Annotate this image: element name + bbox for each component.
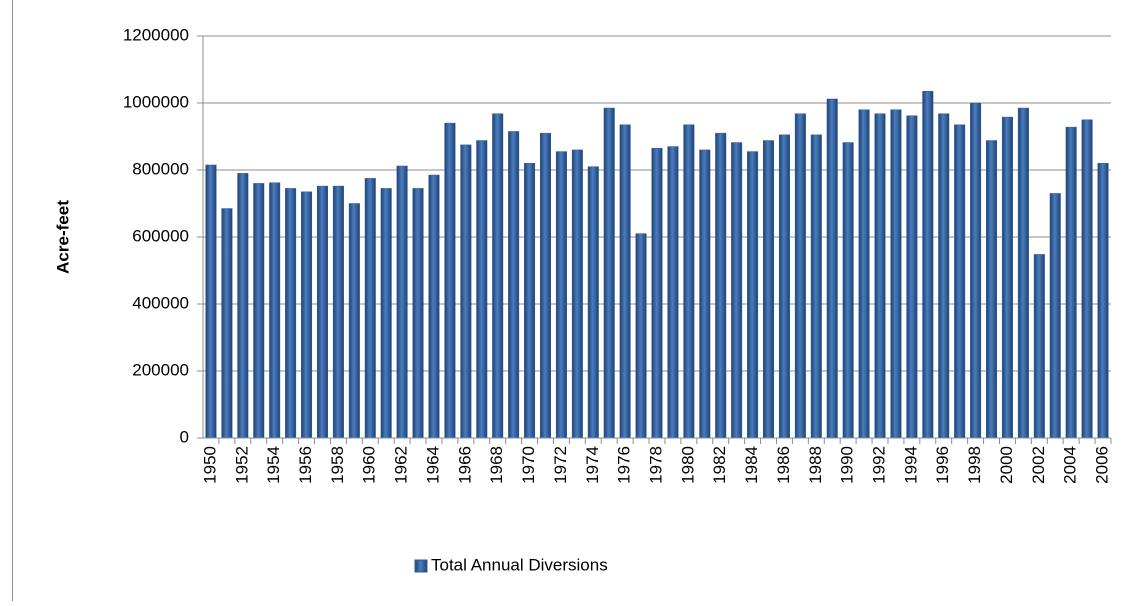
bar (827, 99, 838, 438)
x-tick-label: 1974 (583, 446, 602, 484)
bar (333, 186, 344, 438)
bar (620, 125, 631, 438)
bar (1098, 163, 1109, 438)
bar (763, 141, 774, 438)
bar (524, 163, 535, 438)
x-tick-label: 1986 (774, 446, 793, 484)
bar (970, 103, 981, 438)
x-tick-label: 1970 (519, 446, 538, 484)
bar (986, 141, 997, 438)
bar (684, 125, 695, 438)
bar (668, 147, 679, 438)
x-tick-label: 1976 (615, 446, 634, 484)
bar (381, 188, 392, 438)
bar (269, 183, 280, 438)
x-tick-label: 2000 (997, 446, 1016, 484)
bar (1066, 127, 1077, 438)
bar (1034, 254, 1045, 438)
x-tick-label: 1992 (870, 446, 889, 484)
x-tick-label: 1994 (901, 446, 920, 484)
y-tick-label: 400000 (132, 293, 189, 312)
bar (604, 108, 615, 438)
x-tick-label: 2006 (1093, 446, 1112, 484)
x-tick-label: 1988 (806, 446, 825, 484)
bar (747, 152, 758, 438)
bar (588, 167, 599, 438)
bar (206, 165, 217, 438)
y-tick-label: 200000 (132, 360, 189, 379)
bar (445, 123, 456, 438)
x-tick-label: 1958 (328, 446, 347, 484)
y-tick-label: 600000 (132, 226, 189, 245)
x-tick-label: 1960 (360, 446, 379, 484)
bar (715, 133, 726, 438)
bar (1050, 193, 1061, 438)
y-tick-label: 1000000 (123, 92, 189, 111)
x-tick-label: 2004 (1061, 446, 1080, 484)
x-tick-label: 1982 (710, 446, 729, 484)
x-tick-label: 1954 (264, 446, 283, 484)
bar (652, 148, 663, 438)
bar (891, 110, 902, 438)
bar (365, 178, 376, 438)
bar (859, 110, 870, 438)
bar (317, 186, 328, 438)
x-tick-label: 1968 (487, 446, 506, 484)
bar (397, 166, 408, 438)
y-tick-label: 0 (180, 427, 189, 446)
bar (461, 145, 472, 438)
bar (285, 188, 296, 438)
x-tick-label: 1966 (455, 446, 474, 484)
bar (413, 188, 424, 438)
x-tick-label: 1972 (551, 446, 570, 484)
bar (811, 135, 822, 438)
x-tick-label: 1996 (933, 446, 952, 484)
legend-label: Total Annual Diversions (431, 555, 608, 574)
bar (938, 114, 949, 438)
x-tick-label: 1956 (296, 446, 315, 484)
x-tick-label: 1952 (232, 446, 251, 484)
bar (540, 133, 551, 438)
bar (954, 125, 965, 438)
bar (238, 173, 249, 438)
x-tick-label: 1980 (678, 446, 697, 484)
bar (556, 152, 567, 438)
bar (253, 183, 264, 438)
x-tick-label: 1978 (646, 446, 665, 484)
bar (843, 143, 854, 438)
x-tick-label: 1964 (423, 446, 442, 484)
bar (349, 204, 360, 439)
x-tick-label: 1984 (742, 446, 761, 484)
y-axis-label: Acre-feet (53, 200, 72, 274)
x-tick-label: 2002 (1029, 446, 1048, 484)
bar (795, 114, 806, 438)
x-tick-label: 1998 (965, 446, 984, 484)
bar (636, 234, 647, 438)
bar (779, 135, 790, 438)
bar (1018, 108, 1029, 438)
x-tick-label: 1990 (838, 446, 857, 484)
bar (1002, 117, 1013, 438)
bar (700, 150, 711, 438)
bar (923, 91, 934, 438)
bar (731, 143, 742, 438)
bar (907, 116, 918, 438)
bar (477, 141, 488, 438)
bar (429, 175, 440, 438)
x-tick-label: 1962 (392, 446, 411, 484)
y-tick-label: 800000 (132, 159, 189, 178)
bar (572, 150, 583, 438)
bar (875, 114, 886, 438)
legend-swatch (415, 560, 427, 572)
x-tick-label: 1950 (200, 446, 219, 484)
bar (1082, 120, 1093, 438)
y-tick-label: 1200000 (123, 25, 189, 44)
bar (492, 114, 503, 438)
bar (301, 192, 312, 438)
bar (222, 209, 233, 438)
bar (508, 131, 519, 438)
